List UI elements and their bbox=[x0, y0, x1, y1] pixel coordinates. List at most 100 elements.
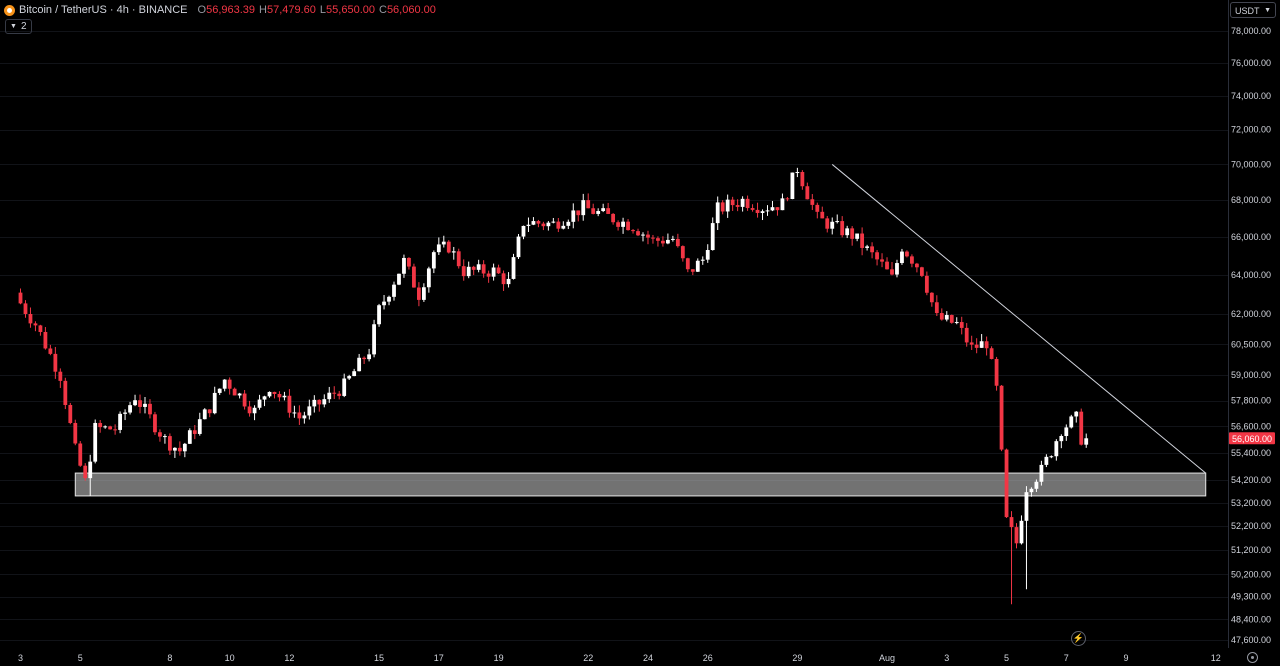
candle-body bbox=[790, 172, 795, 200]
candle bbox=[516, 234, 521, 259]
candle bbox=[387, 295, 391, 306]
candle-body bbox=[680, 246, 685, 259]
candle-body bbox=[556, 221, 561, 229]
candle-body bbox=[740, 198, 745, 207]
candle-body bbox=[451, 251, 456, 253]
candle-body bbox=[974, 344, 979, 348]
candle-body bbox=[362, 357, 367, 360]
indicators-toggle[interactable]: ▼ 2 bbox=[5, 19, 32, 34]
candle bbox=[596, 208, 601, 217]
candle bbox=[1019, 515, 1024, 545]
candle bbox=[138, 394, 142, 414]
candle bbox=[845, 225, 850, 239]
time-tick-label: 24 bbox=[643, 653, 653, 663]
candle-body bbox=[382, 301, 386, 306]
descending-trendline[interactable] bbox=[831, 164, 1207, 474]
candle bbox=[272, 391, 277, 399]
candle bbox=[471, 265, 476, 276]
candle-body bbox=[133, 400, 137, 406]
candle bbox=[1049, 455, 1054, 459]
candle-body bbox=[745, 198, 750, 209]
time-tick-label: 5 bbox=[1004, 653, 1009, 663]
candle-body bbox=[202, 409, 207, 420]
candle-body bbox=[93, 422, 98, 462]
candle-body bbox=[387, 296, 391, 302]
candle-body bbox=[148, 403, 152, 415]
candle bbox=[496, 264, 501, 274]
candle bbox=[53, 346, 58, 379]
gear-icon[interactable] bbox=[1247, 652, 1258, 663]
candle bbox=[237, 392, 242, 399]
candle bbox=[48, 344, 53, 356]
candle bbox=[670, 235, 675, 242]
candle-body bbox=[1084, 438, 1089, 445]
candle bbox=[765, 205, 770, 216]
candle-body bbox=[1059, 436, 1064, 442]
candle-body bbox=[501, 273, 506, 285]
candle bbox=[750, 204, 755, 212]
time-axis[interactable]: 3 5 8 10 12 15 17 19 22 24 26 29 Aug 3 5 7 9 12 bbox=[18, 653, 1221, 663]
candle bbox=[33, 321, 38, 332]
candle bbox=[944, 311, 949, 322]
candle-body bbox=[830, 221, 835, 229]
candle bbox=[556, 218, 561, 233]
candle bbox=[187, 428, 192, 445]
candle-body bbox=[118, 413, 122, 430]
candle-body bbox=[342, 378, 347, 396]
candle bbox=[421, 283, 426, 302]
price-tick-label: 76,000.00 bbox=[1231, 58, 1271, 68]
price-axis[interactable]: 78,000.00 76,000.00 74,000.00 72,000.00 70,0… bbox=[1231, 26, 1271, 645]
time-tick-label: 19 bbox=[494, 653, 504, 663]
candle-body bbox=[367, 354, 371, 360]
candle bbox=[541, 221, 546, 231]
currency-select[interactable]: USDT ▼ bbox=[1230, 2, 1276, 18]
candle bbox=[461, 259, 466, 281]
candle-body bbox=[675, 238, 680, 247]
candle bbox=[1004, 448, 1009, 518]
candle-body bbox=[606, 208, 611, 214]
candle bbox=[88, 454, 93, 496]
candle bbox=[1029, 487, 1034, 497]
candle-body bbox=[53, 353, 58, 372]
candle bbox=[531, 217, 536, 226]
high-label: H bbox=[259, 4, 267, 16]
candle-body bbox=[172, 447, 177, 451]
candle-body bbox=[939, 313, 944, 320]
candle-body bbox=[232, 388, 237, 396]
candle bbox=[431, 250, 436, 274]
candle bbox=[820, 206, 825, 219]
lightning-icon[interactable]: ⚡ bbox=[1071, 631, 1086, 646]
close-label: C bbox=[378, 4, 387, 16]
candle bbox=[895, 259, 899, 278]
candle bbox=[581, 193, 586, 221]
candle-body bbox=[98, 422, 103, 428]
symbol-title[interactable]: Bitcoin / TetherUS · 4h · BINANCE bbox=[19, 4, 188, 16]
candle bbox=[367, 348, 371, 362]
chevron-down-icon: ▼ bbox=[1264, 7, 1271, 14]
candle bbox=[710, 217, 715, 251]
support-zone[interactable] bbox=[74, 472, 1207, 497]
candle bbox=[392, 281, 396, 301]
candle-body bbox=[591, 208, 596, 214]
candle bbox=[770, 200, 775, 212]
candle-body bbox=[944, 315, 949, 320]
candle bbox=[974, 338, 979, 354]
candle-body bbox=[531, 221, 536, 225]
candle bbox=[402, 254, 406, 278]
grid-lines bbox=[0, 31, 1228, 641]
bitcoin-icon[interactable] bbox=[4, 4, 15, 16]
chevron-down-icon: ▼ bbox=[10, 23, 17, 30]
candle bbox=[785, 197, 790, 202]
low-value: 55,650.00 bbox=[326, 4, 375, 16]
candle bbox=[382, 295, 386, 310]
candle bbox=[656, 236, 660, 247]
candle bbox=[900, 248, 904, 265]
candle-body bbox=[491, 267, 496, 277]
candle bbox=[108, 425, 113, 430]
candle-body bbox=[352, 371, 357, 377]
candle bbox=[1054, 439, 1059, 461]
candle bbox=[795, 167, 800, 178]
candle bbox=[591, 203, 596, 215]
candle-body bbox=[88, 461, 93, 479]
